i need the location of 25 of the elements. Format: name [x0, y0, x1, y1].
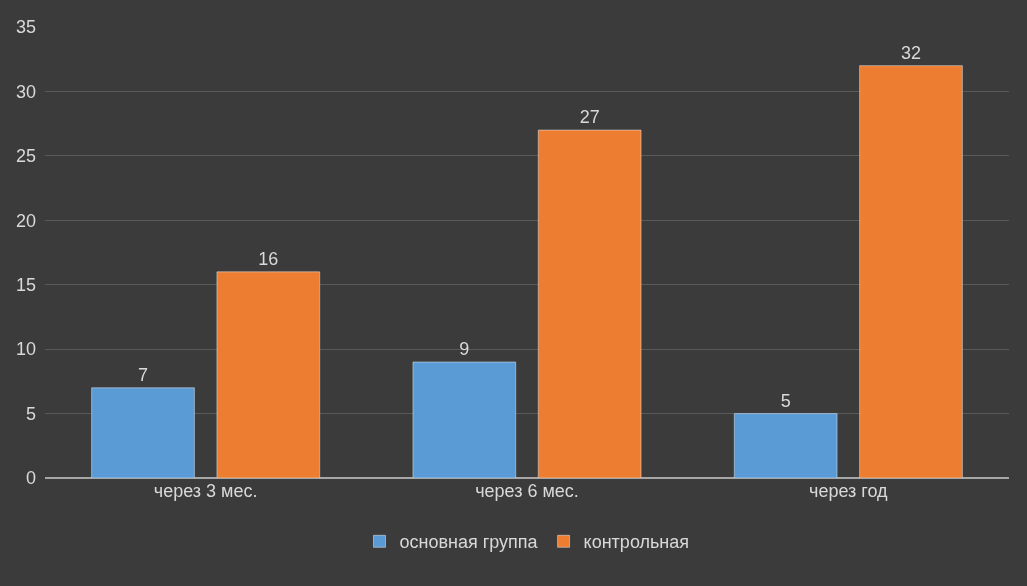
x-tick-label: через год: [809, 481, 889, 501]
data-label: 32: [900, 42, 922, 63]
bar: [216, 271, 320, 478]
legend-label: основная группа: [399, 532, 539, 553]
bar: [538, 129, 642, 478]
data-label: 5: [780, 390, 791, 411]
y-tick-label: 20: [15, 210, 36, 231]
bar: [859, 65, 963, 478]
y-tick-label: 25: [15, 146, 36, 167]
data-label: 7: [138, 364, 149, 385]
y-tick-label: 0: [25, 468, 36, 489]
y-tick-label: 5: [25, 403, 36, 424]
legend-label: контрольная: [583, 532, 690, 553]
data-label: 9: [459, 339, 470, 360]
x-tick-label: через 6 мес.: [475, 481, 579, 501]
bar: [412, 361, 516, 478]
y-tick-label: 15: [15, 275, 36, 296]
bar: [734, 413, 838, 478]
y-tick-label: 35: [15, 17, 36, 38]
y-tick-label: 10: [15, 339, 36, 360]
bar: [91, 387, 195, 478]
x-tick-label: через 3 мес.: [153, 481, 258, 501]
data-label: 16: [258, 248, 279, 269]
data-label: 27: [579, 107, 600, 128]
y-tick-label: 30: [15, 81, 36, 102]
